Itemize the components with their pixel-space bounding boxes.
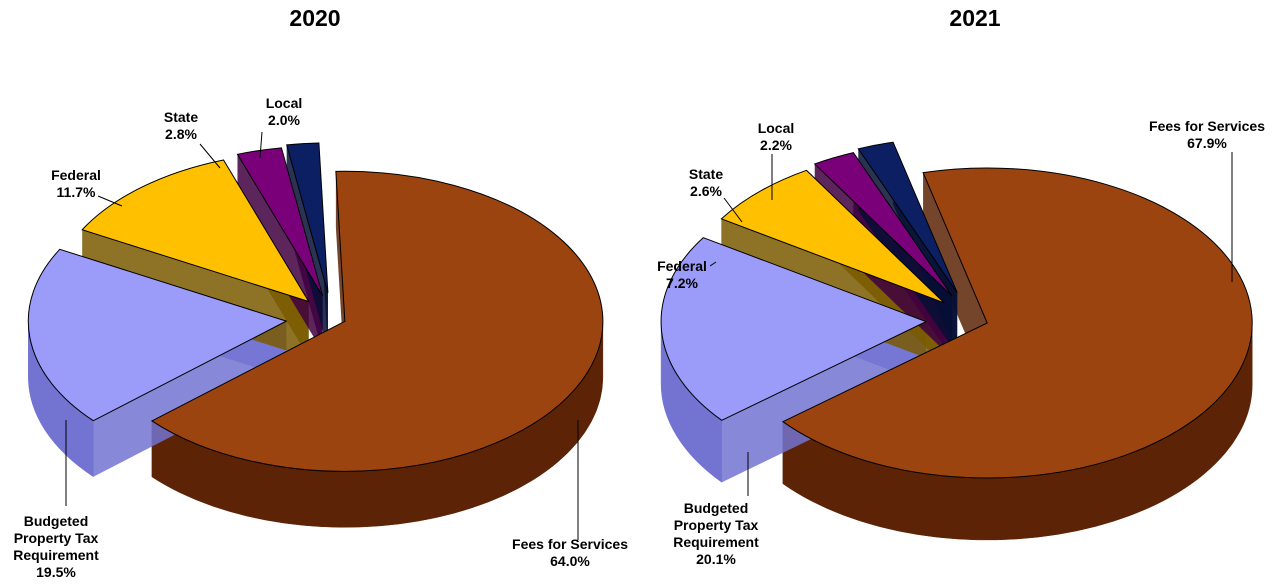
leader-line [259,131,263,159]
slice-federal [81,159,310,303]
slice-fees-for-services [781,167,1253,479]
leader-line [709,261,717,267]
slice-name: Requirement [673,534,759,550]
slice-local [857,141,958,293]
slice-budgeted-property-tax-requirement [660,237,928,421]
slice-percent: 2.2% [760,137,792,153]
slice-percent: 2.6% [690,183,722,199]
slice-name: Requirement [13,547,99,563]
slice-name: State [689,166,723,182]
slice-percent: 20.1% [696,551,736,567]
slice-percent: 2.8% [165,126,197,142]
slice-name: Local [758,120,795,136]
slice-name: State [164,109,198,125]
leader-line [199,143,221,169]
chart-title: 2020 [289,5,340,31]
slice-percent: 67.9% [1187,135,1227,151]
slice-percent: 64.0% [550,553,590,569]
slice-percent: 7.2% [666,275,698,291]
leader-line [97,195,123,207]
slice-local [286,142,329,294]
slice-federal [720,169,945,304]
slice-fees-for-services [150,170,604,472]
slice-name: Local [266,95,303,111]
slice-percent: 2.0% [268,112,300,128]
slice-percent: 11.7% [57,184,96,200]
slice-state [813,152,953,297]
slice-percent: 19.5% [36,564,76,580]
slice-budgeted-property-tax-requirement [27,248,288,422]
slice-name: Budgeted [684,500,749,516]
slice-name: Federal [51,167,101,183]
slice-name: Federal [657,258,707,274]
slice-name: Fees for Services [1149,118,1265,134]
chart-title: 2021 [949,5,1000,31]
slice-name: Property Tax [674,517,759,533]
slice-state [236,147,324,297]
slice-name: Property Tax [14,530,99,546]
leader-line [723,197,743,223]
slice-name: Fees for Services [512,536,628,552]
slice-name: Budgeted [24,513,89,529]
